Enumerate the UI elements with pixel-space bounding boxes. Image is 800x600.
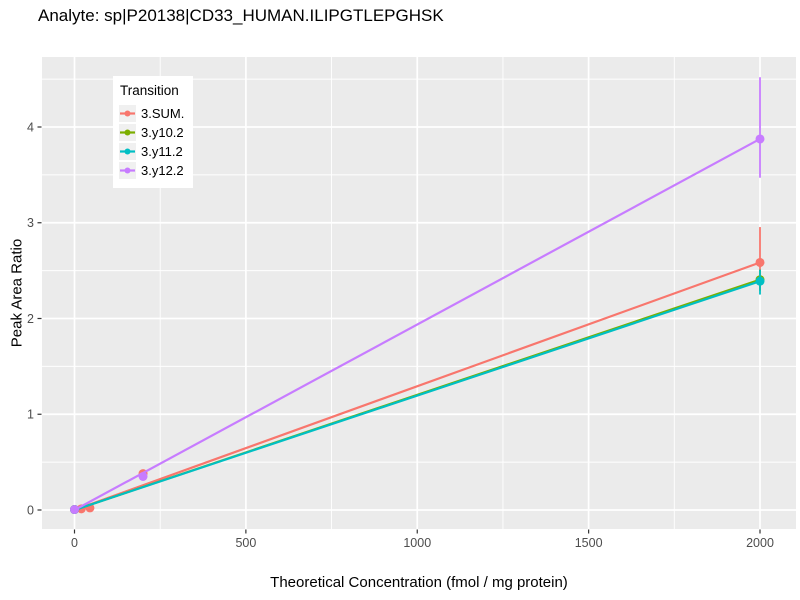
- legend-item-3.y12.2: 3.y12.2: [119, 162, 184, 179]
- x-tick-label: 2000: [746, 536, 774, 550]
- chart-title: Analyte: sp|P20138|CD33_HUMAN.ILIPGTLEPG…: [38, 6, 444, 25]
- y-tick-label: 4: [27, 120, 34, 134]
- legend-line-point-icon: [120, 148, 135, 155]
- data-point-3.y12.2: [70, 505, 79, 515]
- x-tick-label: 500: [235, 536, 256, 550]
- series-line-3.y11.2: [74, 280, 761, 512]
- legend-label: 3.SUM.: [141, 106, 185, 121]
- legend-item-3.y11.2: 3.y11.2: [119, 143, 184, 160]
- legend-key-swatch: [119, 124, 136, 141]
- y-axis-title: Peak Area Ratio: [8, 238, 26, 348]
- legend-key-swatch: [119, 143, 136, 160]
- y-tick-label: 3: [27, 216, 34, 230]
- x-tick-label: 1000: [403, 536, 431, 550]
- legend-item-3.y10.2: 3.y10.2: [119, 124, 184, 141]
- data-point-3.y12.2: [755, 134, 765, 144]
- legend-title: Transition: [120, 83, 179, 98]
- x-tick-label: 1500: [575, 536, 603, 550]
- legend-line-point-icon: [120, 129, 135, 136]
- legend-key-swatch: [119, 105, 136, 122]
- legend-label: 3.y10.2: [141, 125, 184, 140]
- y-tick-label: 2: [27, 312, 34, 326]
- series-line-3.y12.2: [73, 138, 761, 511]
- y-tick-label: 1: [27, 408, 34, 422]
- data-point-3.y12.2: [138, 471, 148, 481]
- data-point-3.y11.2: [755, 276, 765, 286]
- legend-items: 3.SUM. 3.y10.2 3.y11.2 3.y12.2: [119, 105, 184, 179]
- data-point-3.SUM.: [755, 257, 765, 267]
- legend-label: 3.y12.2: [141, 163, 184, 178]
- legend-line-point-icon: [120, 110, 135, 117]
- x-axis-title: Theoretical Concentration (fmol / mg pro…: [270, 574, 568, 591]
- series-line-3.SUM.: [74, 261, 761, 512]
- legend-line-point-icon: [120, 167, 135, 174]
- x-tick-label: 0: [71, 536, 78, 550]
- legend-item-3.SUM.: 3.SUM.: [119, 105, 184, 122]
- legend: Transition 3.SUM. 3.y10.2 3.y11.2 3.y12.2: [113, 76, 194, 188]
- legend-key-swatch: [119, 162, 136, 179]
- y-tick-label: 0: [27, 503, 34, 517]
- legend-label: 3.y11.2: [141, 144, 183, 159]
